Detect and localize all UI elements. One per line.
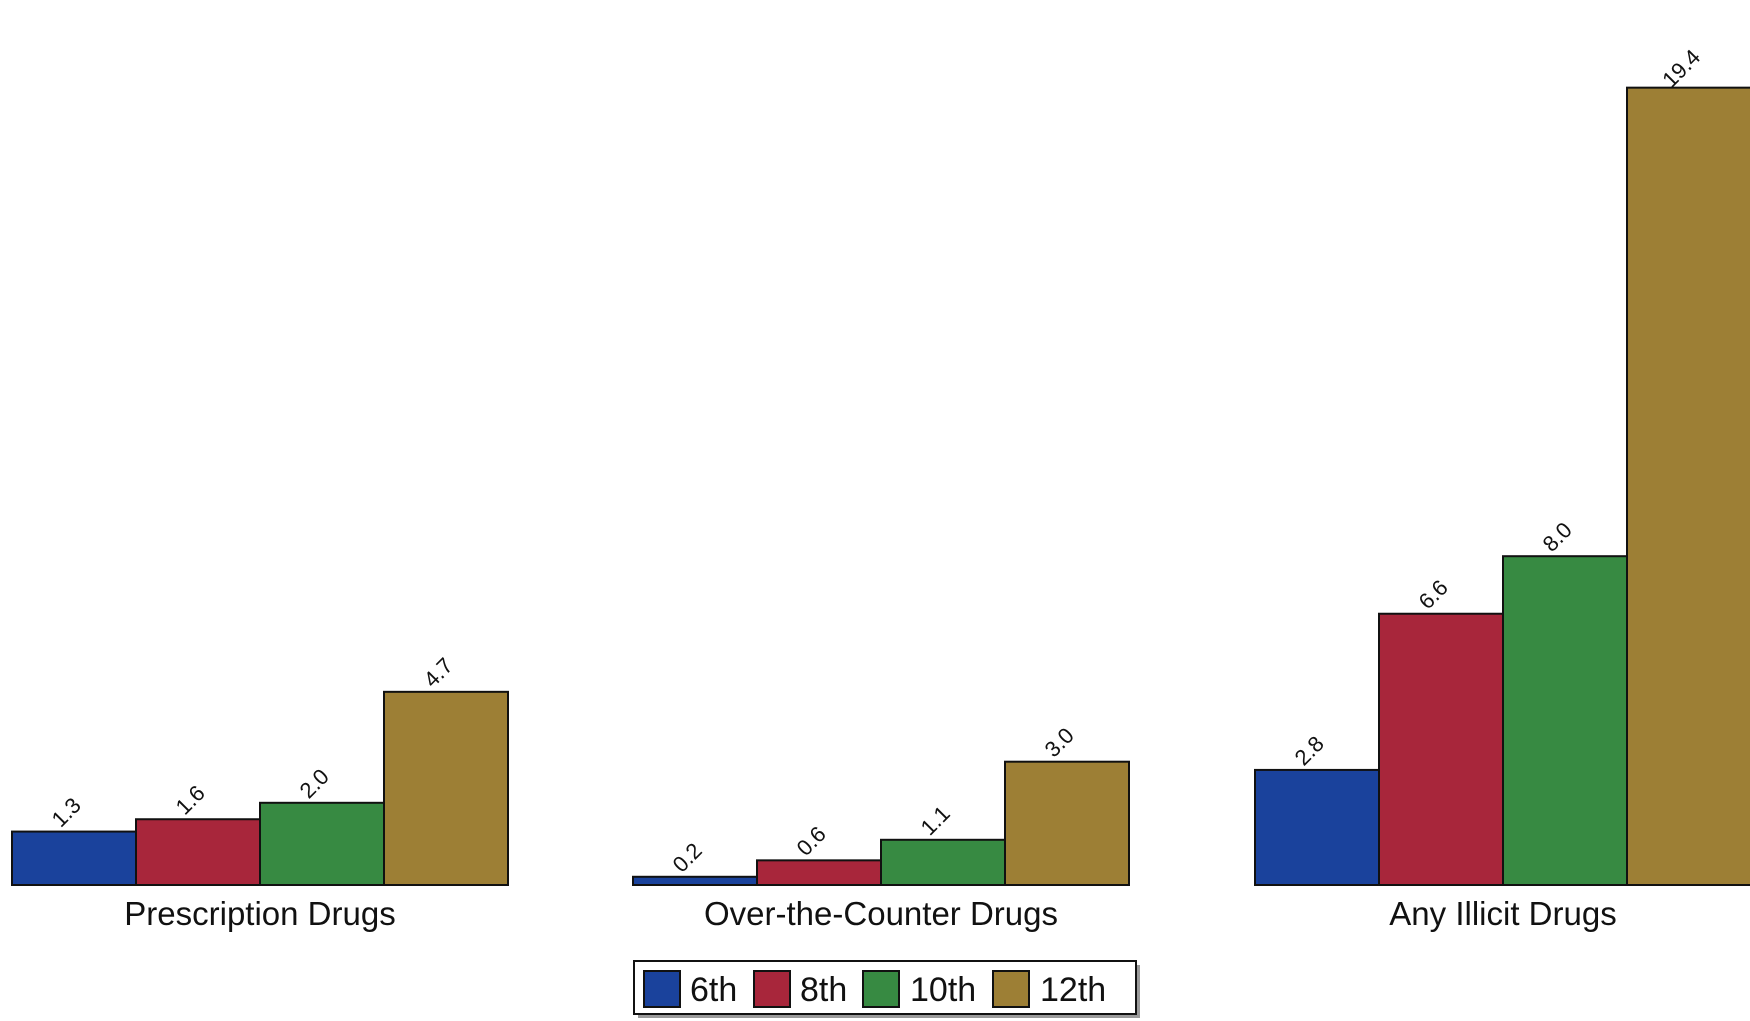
legend: 6th 8th 10th 12th — [633, 960, 1140, 1018]
legend-label-8th: 8th — [800, 971, 847, 1009]
bar-prescription-drugs-10th — [259, 801, 385, 886]
value-label-prescription-drugs-8th: 1.6 — [171, 780, 210, 819]
bar-prescription-drugs-6th — [11, 830, 137, 887]
bar-over-the-counter-drugs-12th — [1004, 760, 1130, 887]
legend-swatch-6th — [643, 970, 681, 1008]
bar-prescription-drugs-8th — [135, 818, 261, 886]
value-label-any-illicit-drugs-8th: 6.6 — [1414, 575, 1453, 614]
legend-label-10th: 10th — [910, 971, 976, 1009]
value-label-prescription-drugs-6th: 1.3 — [47, 793, 86, 832]
bar-any-illicit-drugs-6th — [1254, 768, 1380, 886]
bar-any-illicit-drugs-8th — [1378, 612, 1504, 886]
value-label-prescription-drugs-12th: 4.7 — [419, 653, 458, 692]
bars-layer — [11, 86, 1750, 887]
category-labels-layer: Prescription Drugs Over-the-Counter Drugs… — [124, 895, 1616, 932]
category-label-over-the-counter-drugs: Over-the-Counter Drugs — [704, 895, 1058, 932]
bar-over-the-counter-drugs-6th — [632, 875, 758, 887]
category-label-prescription-drugs: Prescription Drugs — [124, 895, 395, 932]
value-label-over-the-counter-drugs-10th: 1.1 — [916, 801, 955, 840]
bar-prescription-drugs-12th — [383, 690, 509, 887]
value-label-any-illicit-drugs-12th: 19.4 — [1657, 44, 1705, 92]
value-label-over-the-counter-drugs-6th: 0.2 — [668, 838, 707, 877]
value-label-over-the-counter-drugs-8th: 0.6 — [792, 821, 831, 860]
bar-over-the-counter-drugs-8th — [756, 859, 882, 887]
category-label-any-illicit-drugs: Any Illicit Drugs — [1389, 895, 1616, 932]
legend-swatch-8th — [753, 970, 791, 1008]
value-label-prescription-drugs-10th: 2.0 — [295, 764, 334, 803]
bar-over-the-counter-drugs-10th — [880, 838, 1006, 886]
legend-swatch-12th — [992, 970, 1030, 1008]
bar-any-illicit-drugs-10th — [1502, 555, 1628, 886]
value-label-any-illicit-drugs-6th: 2.8 — [1290, 731, 1329, 770]
legend-label-12th: 12th — [1040, 971, 1106, 1009]
value-label-over-the-counter-drugs-12th: 3.0 — [1040, 723, 1079, 762]
value-label-any-illicit-drugs-10th: 8.0 — [1538, 517, 1577, 556]
bar-any-illicit-drugs-12th — [1626, 86, 1750, 887]
legend-swatch-10th — [862, 970, 900, 1008]
legend-label-6th: 6th — [690, 971, 737, 1009]
